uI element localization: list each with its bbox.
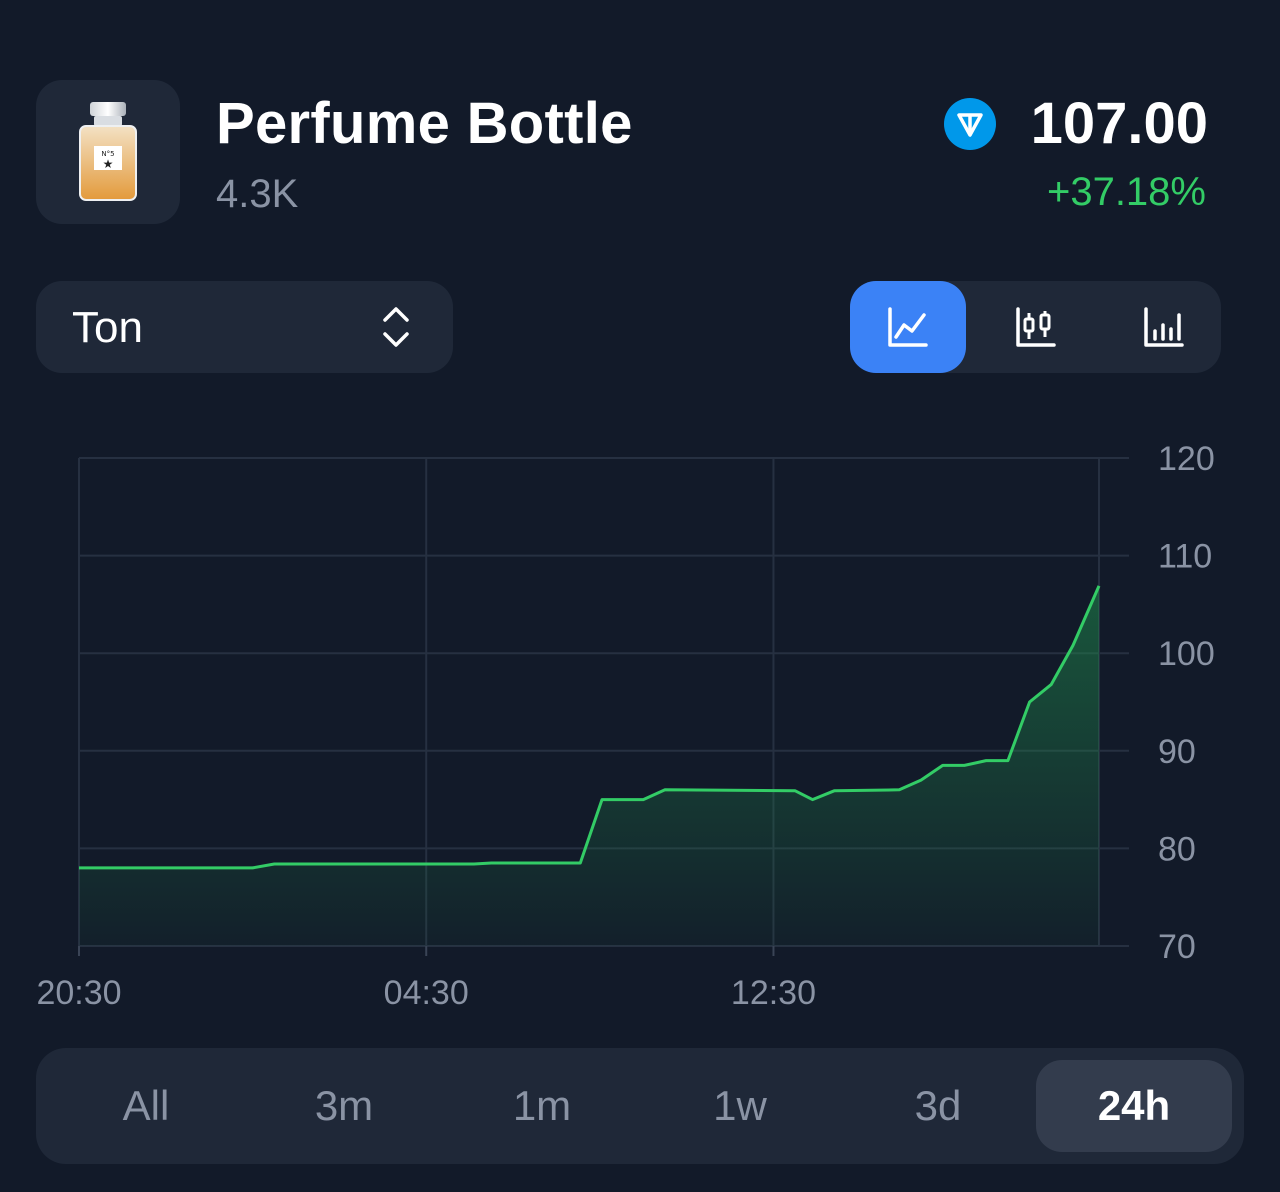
item-thumbnail: N°5 ★ (36, 80, 180, 224)
price-area-fill (79, 585, 1099, 946)
y-tick-label: 110 (1158, 538, 1212, 576)
price-change: +37.18% (1046, 170, 1206, 214)
x-tick-label: 20:30 (36, 974, 121, 1012)
price-chart[interactable]: 70 80 90 100 110 120 20:30 04:30 12:30 (0, 400, 1280, 1020)
candlestick-chart-icon (1016, 307, 1056, 347)
x-tick-label: 04:30 (384, 974, 469, 1012)
item-supply: 4.3K (216, 172, 299, 216)
currency-select[interactable]: Ton (36, 281, 453, 373)
price-line (79, 585, 1101, 870)
svg-text:★: ★ (103, 157, 114, 171)
currency-label: Ton (72, 303, 143, 352)
bar-chart-button[interactable] (1106, 281, 1222, 373)
range-24h-button[interactable]: 24h (1036, 1060, 1232, 1152)
time-range-selector: All 3m 1m 1w 3d 24h (36, 1048, 1244, 1164)
ton-icon (944, 98, 996, 150)
y-tick-label: 90 (1158, 733, 1196, 771)
perfume-bottle-icon: N°5 ★ (79, 102, 137, 201)
y-tick-label: 80 (1158, 830, 1196, 868)
x-tick-label: 12:30 (731, 974, 816, 1012)
y-tick-label: 70 (1158, 928, 1196, 966)
range-3m-button[interactable]: 3m (314, 1082, 374, 1129)
range-all-button[interactable]: All (122, 1082, 170, 1129)
line-chart-button[interactable] (850, 281, 966, 373)
y-tick-label: 120 (1158, 440, 1215, 478)
chevron-up-down-icon[interactable] (380, 305, 412, 349)
chart-type-toggle (850, 281, 1221, 373)
range-1m-button[interactable]: 1m (512, 1082, 572, 1129)
current-price: 107.00 (1030, 91, 1208, 156)
y-tick-label: 100 (1158, 635, 1215, 673)
bar-chart-icon (1144, 307, 1184, 347)
range-1w-button[interactable]: 1w (713, 1082, 767, 1129)
svg-text:N°5: N°5 (101, 150, 114, 158)
line-chart-icon (888, 307, 928, 347)
candlestick-chart-button[interactable] (978, 281, 1094, 373)
item-title: Perfume Bottle (216, 91, 633, 156)
range-3d-button[interactable]: 3d (914, 1082, 962, 1129)
